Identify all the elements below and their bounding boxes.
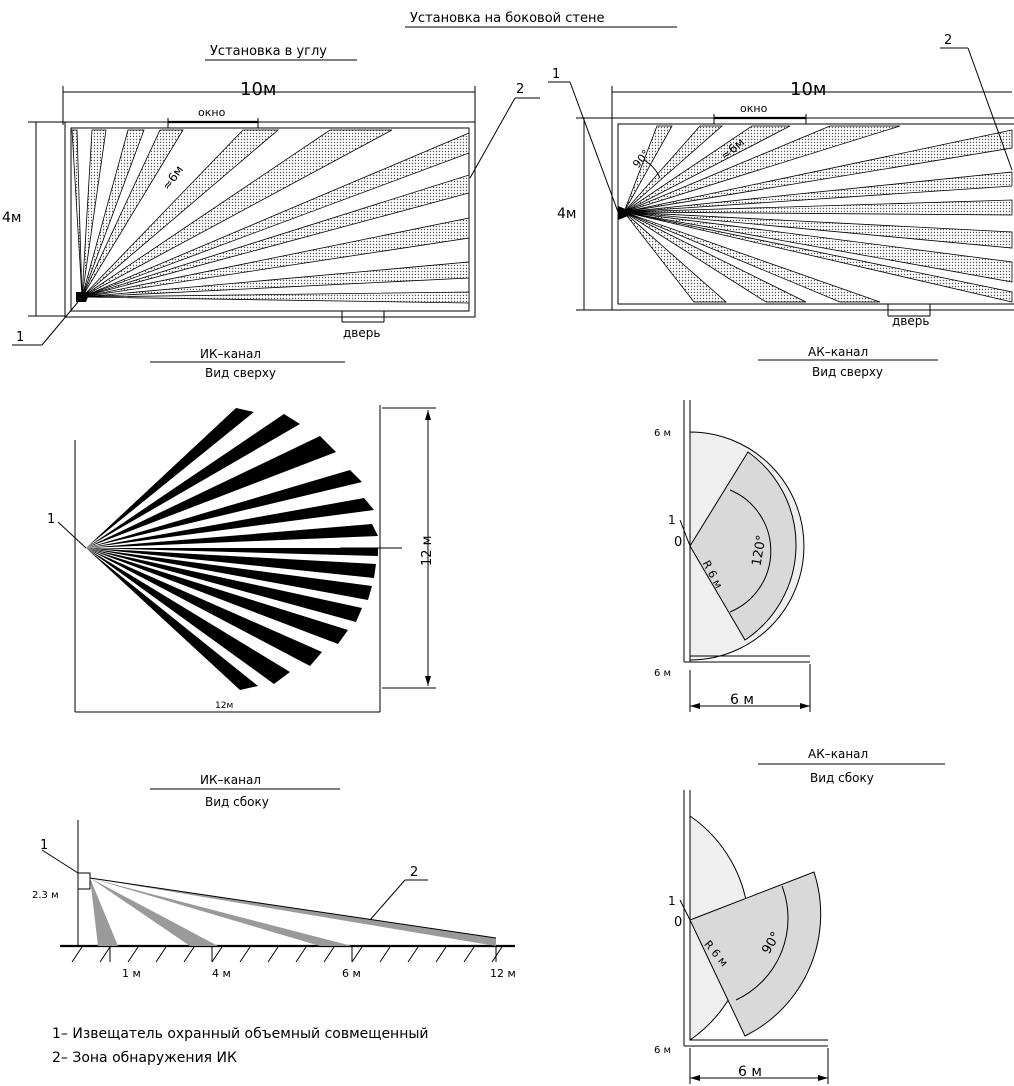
- corner-label-2: 2: [516, 82, 524, 97]
- ik-side-title: ИК–канал: [200, 773, 261, 787]
- ak-side-title: АК–канал: [808, 747, 868, 761]
- corner-detection-fan: [71, 129, 470, 304]
- ak-side-origin: 0: [674, 915, 682, 930]
- ik-top-height: 12 м: [420, 536, 435, 566]
- ik-side-height: 2.3 м: [32, 890, 59, 901]
- ak-top-subtitle: Вид сверху: [812, 365, 883, 379]
- ak-top-title: АК–канал: [808, 345, 868, 359]
- side-room-length: 10м: [790, 79, 826, 100]
- ik-top-label-1: 1: [47, 512, 55, 527]
- side-wall-title: Установка на боковой стене: [410, 11, 604, 26]
- side-room-width: 4м: [557, 206, 576, 222]
- ak-side-view: 0 1 90° R 6 м 6 м 6 м: [654, 790, 829, 1084]
- tick-4m: 4 м: [212, 967, 231, 980]
- ik-side-view: 1 2.3 м 2 1 м 4 м 6 м 12: [32, 820, 516, 980]
- ak-side-label-1: 1: [668, 894, 676, 908]
- side-label-1: 1: [552, 67, 560, 82]
- corner-room-length: 10м: [240, 79, 276, 100]
- ak-top-view: 6 м 6 м 0 1 120° R 6 м 6 м: [654, 400, 811, 712]
- legend-item-2: 2– Зона обнаружения ИК: [52, 1050, 237, 1066]
- side-door-label: дверь: [892, 314, 929, 328]
- tick-1m: 1 м: [122, 967, 141, 980]
- ak-top-width: 6 м: [730, 692, 754, 708]
- ik-top-subtitle: Вид сверху: [205, 366, 276, 380]
- ak-top-bottom: 6 м: [654, 668, 671, 679]
- tick-12m: 12 м: [490, 967, 516, 980]
- ak-side-subtitle: Вид сбоку: [810, 771, 874, 785]
- corner-window-label: окно: [198, 106, 226, 119]
- ak-top-origin: 0: [674, 535, 682, 550]
- ik-top-title: ИК–канал: [200, 347, 261, 361]
- legend: 1– Извещатель охранный объемный совмещен…: [52, 1026, 429, 1066]
- ak-top-label-1: 1: [668, 513, 676, 527]
- side-window-label: окно: [740, 102, 768, 115]
- ak-top-6m: 6 м: [654, 428, 671, 439]
- legend-item-1: 1– Извещатель охранный объемный совмещен…: [52, 1026, 429, 1042]
- ik-top-width: 12м: [215, 701, 233, 711]
- side-detection-fan: [618, 125, 1013, 303]
- corner-label-1: 1: [16, 330, 24, 345]
- ik-side-label-1: 1: [40, 838, 48, 853]
- corner-room-width: 4м: [2, 210, 21, 226]
- ground-hatching: [71, 946, 503, 963]
- ik-top-beams: [86, 408, 378, 690]
- tick-6m: 6 м: [342, 967, 361, 980]
- ik-side-label-2: 2: [410, 865, 418, 880]
- ak-side-width: 6 м: [738, 1064, 762, 1080]
- corner-range-label: ≈6м: [159, 163, 186, 193]
- corner-door-label: дверь: [343, 326, 380, 340]
- ik-top-view: 12м 12 м 1: [47, 405, 436, 713]
- ik-side-subtitle: Вид сбоку: [205, 795, 269, 809]
- side-wall-room-plan: 10м 4м окно дверь: [548, 33, 1014, 328]
- ak-side-bottom: 6 м: [654, 1045, 671, 1056]
- corner-title: Установка в углу: [210, 44, 327, 59]
- corner-room-plan: 10м 4м окно дверь: [2, 79, 540, 346]
- side-label-2: 2: [944, 33, 952, 48]
- ak-top-angle: 120°: [750, 534, 770, 567]
